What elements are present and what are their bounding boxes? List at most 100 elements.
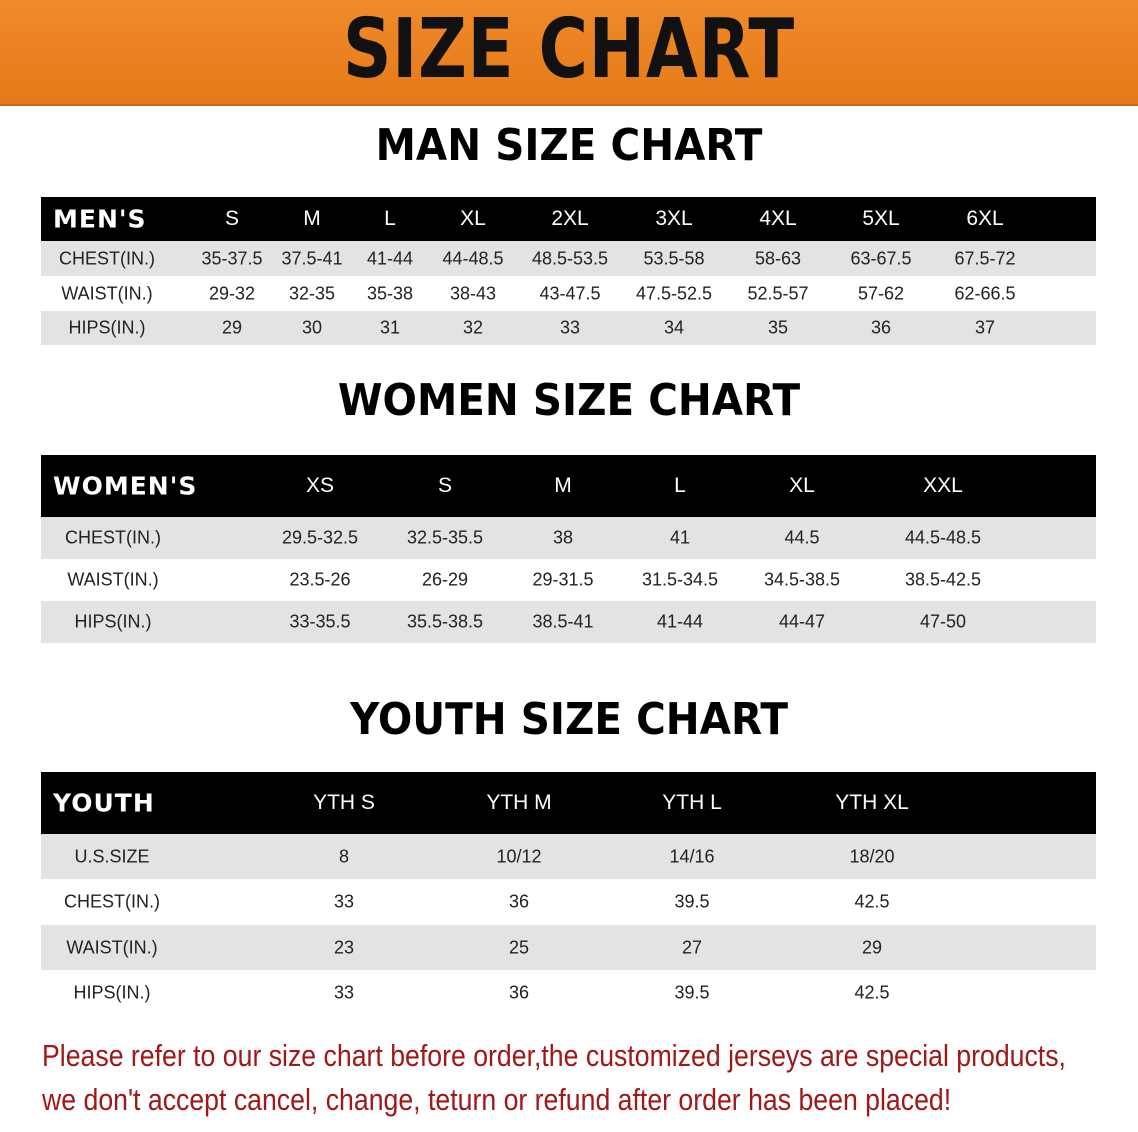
- banner: SIZE CHART: [0, 0, 1138, 106]
- measurement-cell: 29-31.5: [532, 569, 594, 590]
- measurement-cell: 43-47.5: [539, 283, 601, 303]
- measurement-cell: 52.5-57: [747, 283, 809, 303]
- size-column-header: 4XL: [759, 207, 797, 230]
- size-column-header: L: [674, 474, 686, 497]
- measurement-cell: 53.5-58: [643, 248, 705, 268]
- measurement-cell: 33: [333, 982, 355, 1002]
- row-label: CHEST(IN.): [65, 527, 161, 548]
- row-label: WAIST(IN.): [67, 569, 159, 590]
- measurement-cell: 47.5-52.5: [635, 283, 713, 303]
- size-column-header: XL: [789, 474, 815, 497]
- measurement-cell: 42.5: [854, 982, 890, 1002]
- table-header-row: MEN'S S M L XL 2XL 3XL 4XL 5XL 6XL: [41, 197, 1096, 241]
- measurement-cell: 39.5: [674, 982, 710, 1002]
- measurement-cell: 38.5-41: [532, 611, 594, 632]
- measurement-cell: 23: [333, 937, 355, 957]
- measurement-cell: 37.5-41: [281, 248, 343, 268]
- men-section-title: MAN SIZE CHART: [375, 120, 763, 171]
- measurement-cell: 41-44: [656, 611, 704, 632]
- table-row: HIPS(IN.) 29 30 31 32 33 34 35 36 37: [41, 311, 1096, 345]
- measurement-cell: 48.5-53.5: [531, 248, 609, 268]
- table-row: HIPS(IN.) 33-35.5 35.5-38.5 38.5-41 41-44 44-…: [41, 601, 1096, 643]
- row-label: HIPS(IN.): [68, 317, 146, 338]
- size-column-header: YTH S: [313, 791, 375, 814]
- measurement-cell: 29: [221, 317, 243, 338]
- table-row: CHEST(IN.) 29.5-32.5 32.5-35.5 38 41 44.5 44.5…: [41, 517, 1096, 559]
- row-label: WAIST(IN.): [66, 937, 158, 957]
- measurement-cell: 57-62: [857, 283, 905, 303]
- measurement-cell: 41: [669, 527, 691, 548]
- table-header-row: YOUTH YTH S YTH M YTH L YTH XL: [41, 772, 1096, 834]
- row-label: WAIST(IN.): [61, 283, 153, 303]
- measurement-cell: 36: [508, 982, 530, 1002]
- measurement-cell: 58-63: [754, 248, 802, 268]
- table-header-row: WOMEN'S XS S M L XL XXL: [41, 455, 1096, 517]
- measurement-cell: 44.5: [784, 527, 820, 548]
- measurement-cell: 44-47: [778, 611, 826, 632]
- youth-section-title: YOUTH SIZE CHART: [350, 694, 788, 745]
- table-row: WAIST(IN.) 29-32 32-35 35-38 38-43 43-47.5 47.…: [41, 276, 1096, 311]
- size-column-header: S: [224, 207, 240, 230]
- measurement-cell: 26-29: [421, 569, 469, 590]
- table-row: WAIST(IN.) 23.5-26 26-29 29-31.5 31.5-34.5 34…: [41, 559, 1096, 601]
- table-row: HIPS(IN.) 33 36 39.5 42.5: [41, 970, 1096, 1015]
- measurement-cell: 37: [974, 317, 996, 338]
- size-column-header: M: [303, 207, 321, 230]
- measurement-cell: 33: [559, 317, 581, 338]
- row-label: HIPS(IN.): [73, 982, 151, 1002]
- measurement-cell: 34.5-38.5: [763, 569, 841, 590]
- row-label: CHEST(IN.): [64, 891, 160, 912]
- measurement-cell: 18/20: [849, 846, 895, 866]
- size-column-header: YTH M: [486, 791, 552, 814]
- size-column-header: 6XL: [966, 207, 1004, 230]
- table-row: CHEST(IN.) 33 36 39.5 42.5: [41, 879, 1096, 925]
- measurement-cell: 42.5: [854, 891, 890, 912]
- size-column-header: M: [554, 474, 572, 497]
- notice-line-1: Please refer to our size chart before or…: [42, 1038, 1066, 1073]
- measurement-cell: 67.5-72: [954, 248, 1016, 268]
- measurement-cell: 35: [767, 317, 789, 338]
- measurement-cell: 36: [508, 891, 530, 912]
- measurement-cell: 34: [663, 317, 685, 338]
- measurement-cell: 32-35: [288, 283, 336, 303]
- table-header-label: MEN'S: [53, 204, 147, 234]
- measurement-cell: 29.5-32.5: [281, 527, 359, 548]
- measurement-cell: 29: [861, 937, 883, 957]
- measurement-cell: 25: [508, 937, 530, 957]
- size-column-header: 2XL: [551, 207, 589, 230]
- row-label: U.S.SIZE: [74, 846, 150, 866]
- measurement-cell: 8: [338, 846, 350, 866]
- notice-line-2: we don't accept cancel, change, teturn o…: [42, 1082, 952, 1117]
- measurement-cell: 38.5-42.5: [904, 569, 982, 590]
- measurement-cell: 14/16: [669, 846, 715, 866]
- size-column-header: 3XL: [655, 207, 693, 230]
- measurement-cell: 39.5: [674, 891, 710, 912]
- measurement-cell: 10/12: [496, 846, 542, 866]
- table-row: CHEST(IN.) 35-37.5 37.5-41 41-44 44-48.5 48.5…: [41, 241, 1096, 276]
- size-column-header: S: [437, 474, 453, 497]
- measurement-cell: 44.5-48.5: [904, 527, 982, 548]
- measurement-cell: 47-50: [919, 611, 967, 632]
- size-column-header: XS: [305, 474, 335, 497]
- size-column-header: XL: [460, 207, 486, 230]
- table-header-label: YOUTH: [53, 788, 155, 818]
- measurement-cell: 62-66.5: [954, 283, 1016, 303]
- row-label: CHEST(IN.): [59, 248, 155, 268]
- measurement-cell: 36: [870, 317, 892, 338]
- measurement-cell: 35-37.5: [201, 248, 263, 268]
- measurement-cell: 27: [681, 937, 703, 957]
- banner-title: SIZE CHART: [342, 2, 796, 97]
- measurement-cell: 32: [462, 317, 484, 338]
- size-column-header: XXL: [923, 474, 963, 497]
- table-header-label: WOMEN'S: [53, 471, 198, 501]
- measurement-cell: 31: [379, 317, 401, 338]
- size-column-header: YTH XL: [835, 791, 909, 814]
- measurement-cell: 33-35.5: [289, 611, 351, 632]
- measurement-cell: 35.5-38.5: [406, 611, 484, 632]
- measurement-cell: 35-38: [366, 283, 414, 303]
- size-column-header: YTH L: [662, 791, 722, 814]
- measurement-cell: 31.5-34.5: [641, 569, 719, 590]
- size-column-header: 5XL: [862, 207, 900, 230]
- measurement-cell: 38-43: [449, 283, 497, 303]
- table-row: U.S.SIZE 8 10/12 14/16 18/20: [41, 834, 1096, 879]
